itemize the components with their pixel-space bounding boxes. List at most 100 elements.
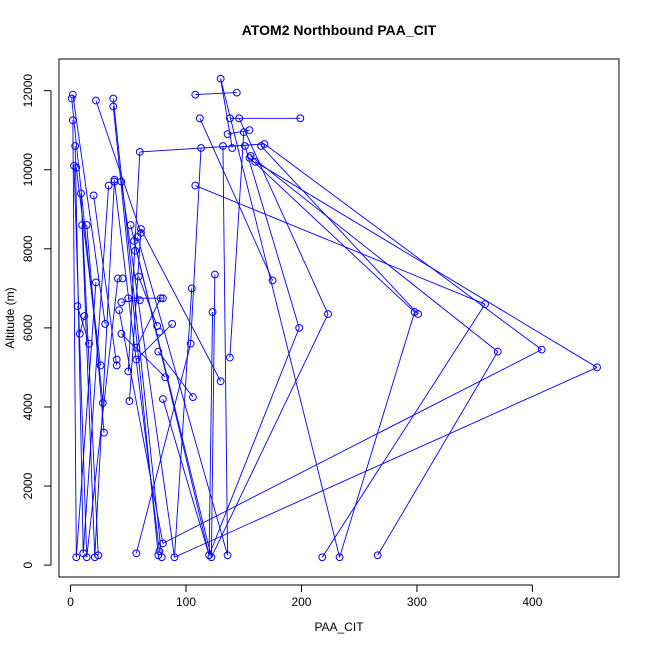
data-point <box>77 189 85 198</box>
series-segment <box>210 274 216 558</box>
series-points <box>67 74 601 562</box>
data-point <box>134 272 143 281</box>
series-segment <box>229 132 245 358</box>
y-tick-label: 12000 <box>21 74 35 108</box>
data-point <box>118 274 127 283</box>
data-point <box>96 361 105 370</box>
x-axis-label: PAA_CIT <box>314 620 364 634</box>
series-segment <box>73 165 88 558</box>
data-point <box>219 142 227 150</box>
data-point <box>137 225 145 233</box>
plot-frame <box>58 58 620 578</box>
series-segment <box>112 98 163 558</box>
data-point <box>112 355 121 364</box>
data-point <box>154 551 163 560</box>
series-segment <box>118 310 164 544</box>
series-segment <box>255 161 598 368</box>
data-point <box>154 347 163 356</box>
data-point <box>71 142 80 150</box>
y-tick-label: 4000 <box>21 393 35 420</box>
series-segment <box>208 312 214 556</box>
series-segment <box>72 94 106 324</box>
data-point <box>131 246 140 255</box>
data-point <box>117 329 126 338</box>
data-point <box>235 114 244 123</box>
data-point <box>135 296 144 305</box>
series-segment <box>136 323 173 360</box>
data-point <box>324 310 332 318</box>
series-segment <box>208 327 300 556</box>
data-point <box>68 90 77 99</box>
data-point <box>223 130 232 139</box>
data-point <box>240 142 249 150</box>
data-point <box>246 151 255 160</box>
data-point <box>245 153 254 162</box>
x-tick-label: 200 <box>291 595 311 609</box>
data-point <box>156 294 165 303</box>
data-point <box>335 553 344 562</box>
data-point <box>110 175 119 184</box>
data-point <box>82 221 91 229</box>
data-point <box>92 96 100 105</box>
data-point <box>113 274 122 283</box>
data-point <box>216 377 225 386</box>
data-point <box>92 278 100 287</box>
data-point <box>72 553 81 562</box>
series-lines <box>71 78 598 558</box>
data-point <box>216 74 225 83</box>
series-segment <box>139 143 265 153</box>
series-segment <box>77 306 90 344</box>
data-point <box>191 181 200 190</box>
data-point <box>109 94 118 103</box>
y-tick-label: 10000 <box>21 153 35 187</box>
data-point <box>78 221 86 229</box>
data-point <box>73 302 82 311</box>
series-segment <box>94 179 115 558</box>
series-segment <box>264 143 542 350</box>
y-axis-label: Altitude (m) <box>3 287 17 348</box>
data-point <box>155 547 164 556</box>
data-point <box>189 393 197 401</box>
data-point <box>89 191 98 200</box>
y-tick-label: 8000 <box>21 235 35 262</box>
series-segment <box>127 151 141 372</box>
series-segment <box>86 225 105 433</box>
data-point <box>195 114 204 123</box>
data-point <box>112 361 121 370</box>
data-point <box>414 310 422 318</box>
series-segment <box>238 118 329 315</box>
series-segment <box>244 145 300 329</box>
data-point <box>82 553 91 562</box>
series-segment <box>75 282 97 558</box>
x-tick-label: 300 <box>407 595 427 609</box>
y-axis: 0 2000 4000 6000 8000 10000 12000 <box>21 74 52 568</box>
data-point <box>104 181 113 190</box>
series-segment <box>339 311 416 558</box>
series-segment <box>157 351 194 398</box>
y-tick-label: 0 <box>21 561 35 568</box>
series-segment <box>82 185 110 554</box>
series-segment <box>195 92 237 96</box>
series-segment <box>121 333 166 378</box>
series-segment <box>133 240 212 558</box>
data-point <box>493 347 502 356</box>
series-segment <box>321 303 486 558</box>
data-point <box>135 148 144 156</box>
data-point <box>159 395 167 403</box>
data-point <box>159 294 167 303</box>
series-segment <box>120 181 175 558</box>
series-segment <box>138 276 158 327</box>
y-tick-label: 2000 <box>21 472 35 499</box>
data-point <box>481 300 489 309</box>
series-segment <box>260 145 419 315</box>
data-point <box>67 94 76 103</box>
series-segment <box>86 278 119 558</box>
data-point <box>159 539 167 548</box>
x-tick-label: 0 <box>67 595 74 609</box>
data-point <box>132 343 141 352</box>
data-point <box>132 355 141 364</box>
series-segment <box>195 185 486 305</box>
data-point <box>207 553 216 562</box>
series-segment <box>93 195 118 366</box>
